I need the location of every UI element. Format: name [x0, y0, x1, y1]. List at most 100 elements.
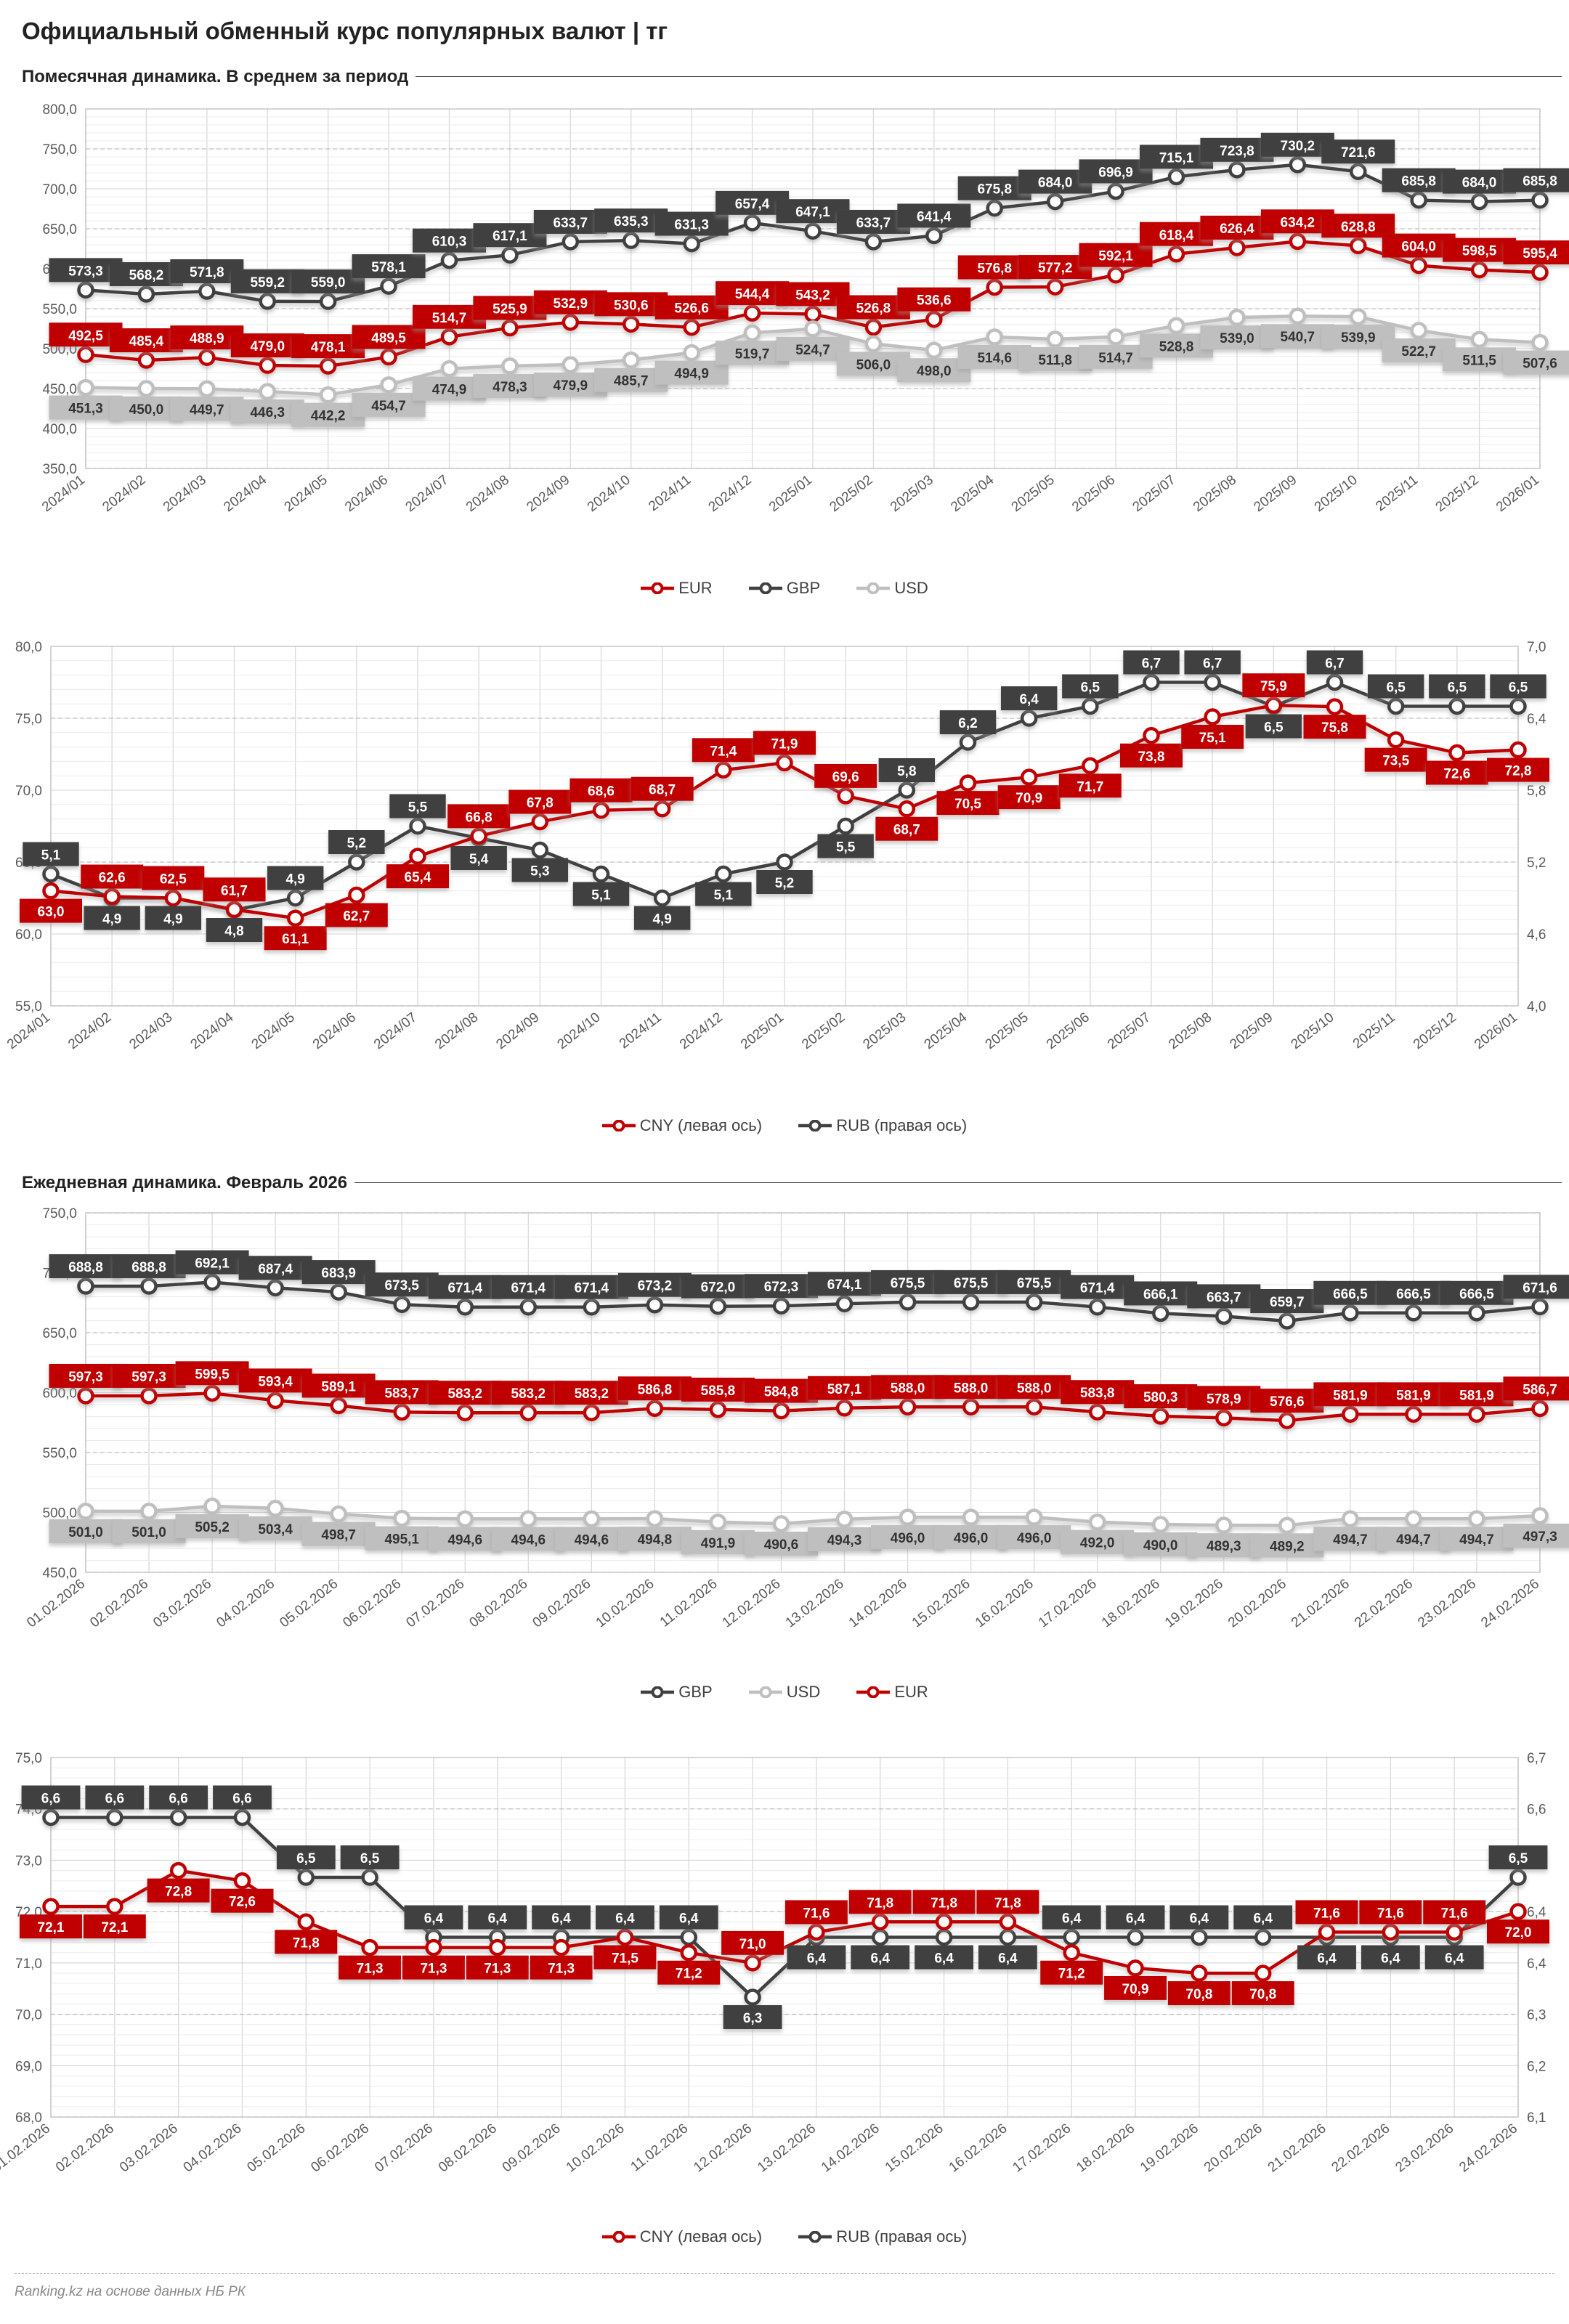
svg-text:446,3: 446,3 [250, 405, 285, 420]
svg-text:6,4: 6,4 [807, 1951, 827, 1967]
svg-text:685,8: 685,8 [1401, 174, 1436, 190]
svg-text:672,0: 672,0 [701, 1280, 736, 1296]
svg-text:6,4: 6,4 [1381, 1951, 1400, 1967]
svg-text:730,2: 730,2 [1281, 139, 1315, 154]
svg-text:524,7: 524,7 [795, 343, 830, 358]
svg-text:5,8: 5,8 [1527, 784, 1546, 799]
svg-text:71,3: 71,3 [484, 1962, 511, 1977]
svg-text:593,4: 593,4 [258, 1374, 293, 1389]
svg-text:72,1: 72,1 [101, 1920, 128, 1935]
svg-text:16.02.2026: 16.02.2026 [973, 1576, 1037, 1630]
svg-text:2025/10: 2025/10 [1289, 1009, 1337, 1052]
svg-text:588,0: 588,0 [954, 1381, 989, 1396]
svg-text:2024/04: 2024/04 [221, 472, 269, 515]
svg-text:61,7: 61,7 [221, 883, 248, 898]
svg-text:559,0: 559,0 [311, 275, 346, 290]
svg-text:71,2: 71,2 [1058, 1967, 1085, 1982]
svg-text:07.02.2026: 07.02.2026 [403, 1576, 467, 1630]
svg-text:10.02.2026: 10.02.2026 [593, 1576, 657, 1630]
svg-text:539,9: 539,9 [1341, 330, 1376, 346]
svg-text:6,7: 6,7 [1527, 1751, 1546, 1766]
svg-text:485,7: 485,7 [614, 374, 649, 389]
svg-text:5,5: 5,5 [408, 800, 428, 816]
svg-text:494,6: 494,6 [447, 1532, 482, 1548]
svg-text:6,7: 6,7 [1142, 657, 1161, 672]
svg-text:12.02.2026: 12.02.2026 [720, 1576, 784, 1630]
svg-text:496,0: 496,0 [1017, 1531, 1052, 1546]
svg-text:2025/12: 2025/12 [1433, 472, 1482, 515]
svg-text:4,0: 4,0 [1527, 999, 1546, 1015]
svg-text:474,9: 474,9 [432, 383, 467, 398]
svg-text:666,5: 666,5 [1396, 1287, 1431, 1302]
svg-text:2024/05: 2024/05 [249, 1009, 298, 1052]
svg-text:71,8: 71,8 [293, 1935, 320, 1951]
svg-text:688,8: 688,8 [131, 1260, 166, 1275]
svg-text:6,4: 6,4 [424, 1911, 444, 1927]
svg-text:6,6: 6,6 [169, 1792, 187, 1807]
svg-text:71,7: 71,7 [1077, 779, 1103, 795]
svg-text:2024/09: 2024/09 [524, 472, 572, 515]
svg-text:663,7: 663,7 [1207, 1290, 1241, 1305]
svg-text:2024/05: 2024/05 [282, 472, 331, 515]
svg-text:657,4: 657,4 [735, 197, 770, 212]
svg-text:2025/11: 2025/11 [1373, 472, 1421, 514]
svg-text:7,0: 7,0 [1527, 640, 1546, 655]
svg-text:595,4: 595,4 [1523, 246, 1557, 261]
svg-text:684,0: 684,0 [1462, 176, 1497, 191]
svg-text:2025/06: 2025/06 [1069, 472, 1118, 515]
svg-text:2024/01: 2024/01 [4, 1009, 53, 1052]
svg-text:2025/01: 2025/01 [738, 1009, 787, 1052]
svg-text:72,8: 72,8 [165, 1885, 192, 1900]
svg-text:671,6: 671,6 [1523, 1280, 1557, 1296]
svg-text:13.02.2026: 13.02.2026 [783, 1576, 847, 1630]
svg-text:2025/02: 2025/02 [799, 1009, 848, 1052]
svg-text:496,0: 496,0 [954, 1531, 989, 1546]
svg-text:449,7: 449,7 [190, 402, 224, 418]
svg-text:6,5: 6,5 [1386, 680, 1406, 696]
svg-text:514,6: 514,6 [977, 351, 1012, 366]
svg-text:68,6: 68,6 [588, 784, 615, 800]
svg-text:2025/04: 2025/04 [922, 1009, 970, 1052]
svg-text:526,6: 526,6 [674, 301, 709, 317]
svg-text:63,0: 63,0 [38, 905, 65, 920]
svg-text:70,0: 70,0 [15, 784, 42, 799]
svg-text:506,0: 506,0 [856, 357, 891, 373]
svg-text:6,4: 6,4 [1019, 692, 1039, 707]
svg-text:73,5: 73,5 [1382, 754, 1409, 769]
svg-text:01.02.2026: 01.02.2026 [0, 2121, 53, 2175]
svg-text:687,4: 687,4 [258, 1261, 293, 1277]
svg-text:532,9: 532,9 [554, 296, 588, 312]
svg-text:2025/12: 2025/12 [1411, 1009, 1459, 1052]
svg-text:5,1: 5,1 [41, 848, 61, 864]
svg-text:2024/10: 2024/10 [555, 1009, 604, 1052]
svg-text:06.02.2026: 06.02.2026 [308, 2121, 372, 2175]
svg-text:6,4: 6,4 [1445, 1951, 1464, 1967]
svg-text:526,8: 526,8 [856, 301, 891, 317]
svg-text:631,3: 631,3 [674, 218, 709, 233]
svg-text:71,0: 71,0 [15, 1957, 42, 1972]
svg-text:6,5: 6,5 [1509, 1851, 1528, 1866]
svg-text:683,9: 683,9 [321, 1266, 356, 1281]
svg-text:2024/10: 2024/10 [585, 472, 633, 515]
svg-text:20.02.2026: 20.02.2026 [1225, 1576, 1289, 1630]
svg-text:610,3: 610,3 [432, 235, 467, 250]
svg-text:6,7: 6,7 [1325, 657, 1344, 672]
svg-text:71,6: 71,6 [1313, 1906, 1340, 1921]
svg-text:70,9: 70,9 [1015, 791, 1042, 806]
svg-text:2025/06: 2025/06 [1044, 1009, 1092, 1052]
svg-text:14.02.2026: 14.02.2026 [819, 2121, 883, 2175]
svg-text:675,5: 675,5 [1017, 1276, 1052, 1291]
svg-text:522,7: 522,7 [1401, 344, 1436, 359]
svg-text:2024/03: 2024/03 [126, 1009, 175, 1052]
svg-text:70,0: 70,0 [15, 2008, 42, 2023]
svg-text:673,5: 673,5 [384, 1278, 419, 1293]
svg-text:2025/03: 2025/03 [888, 472, 936, 515]
svg-text:514,7: 514,7 [1098, 351, 1133, 366]
svg-text:17.02.2026: 17.02.2026 [1010, 2121, 1074, 2175]
svg-text:2024/06: 2024/06 [310, 1009, 359, 1052]
svg-text:650,0: 650,0 [42, 1326, 77, 1341]
svg-text:5,5: 5,5 [836, 840, 856, 856]
svg-text:18.02.2026: 18.02.2026 [1074, 2121, 1138, 2175]
svg-text:2025/07: 2025/07 [1130, 472, 1179, 515]
svg-text:70,5: 70,5 [954, 797, 981, 812]
